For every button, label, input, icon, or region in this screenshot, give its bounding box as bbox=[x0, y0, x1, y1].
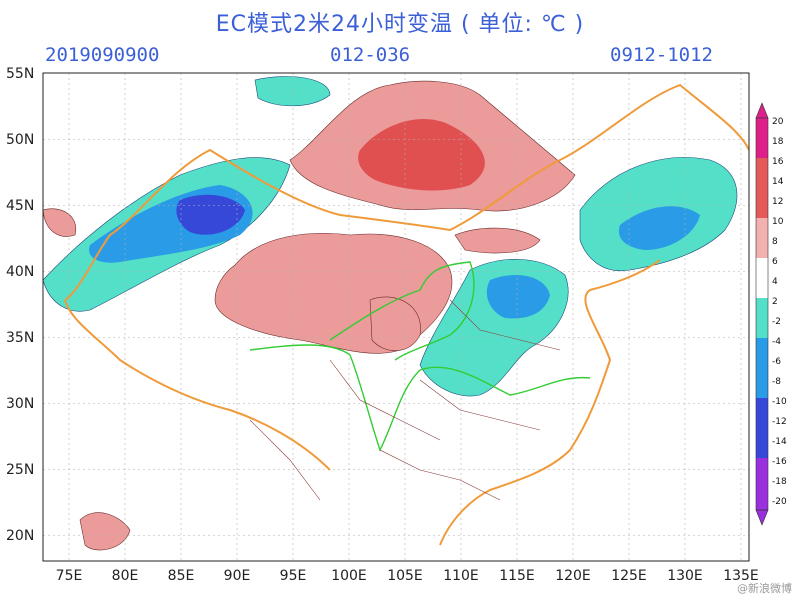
colorbar: 20 18 16 14 12 10 8 6 4 2 -2 -4 -6 -8 -1… bbox=[755, 102, 787, 526]
warm-area-south bbox=[79, 512, 131, 551]
lat-label: 45N bbox=[6, 198, 34, 214]
forecast-lead: 012-036 bbox=[330, 44, 411, 66]
lon-label: 95E bbox=[280, 568, 307, 584]
colorbar-label: 8 bbox=[772, 237, 778, 247]
cool-area-north-strip bbox=[254, 76, 331, 107]
colorbar-cool-low bbox=[756, 298, 768, 338]
init-time: 2019090900 bbox=[45, 44, 160, 66]
colorbar-label: -16 bbox=[772, 457, 787, 467]
colorbar-label: 16 bbox=[772, 157, 784, 167]
warming-areas bbox=[43, 80, 576, 551]
province-borders bbox=[249, 299, 561, 501]
warm-core-mongolia bbox=[358, 119, 485, 191]
lon-label: 85E bbox=[168, 568, 195, 584]
colorbar-label: -2 bbox=[772, 317, 781, 327]
colorbar-label: -12 bbox=[772, 417, 787, 427]
colorbar-label: 4 bbox=[772, 277, 778, 287]
cooling-areas bbox=[43, 76, 738, 397]
colorbar-warm-top bbox=[756, 118, 768, 158]
lat-label: 35N bbox=[6, 330, 34, 346]
lon-label: 110E bbox=[443, 568, 479, 584]
colorbar-top-arrow bbox=[755, 102, 769, 119]
colorbar-label: -4 bbox=[772, 337, 781, 347]
cool-max-xinjiang bbox=[176, 194, 245, 235]
map-title: EC模式2米24小时变温 ( 单位: ℃ ) bbox=[215, 12, 585, 37]
colorbar-label: 12 bbox=[772, 197, 783, 207]
lat-label: 20N bbox=[6, 528, 34, 544]
colorbar-labels: 20 18 16 14 12 10 8 6 4 2 -2 -4 -6 -8 -1… bbox=[772, 117, 787, 507]
lon-label: 90E bbox=[224, 568, 251, 584]
colorbar-label: 10 bbox=[772, 217, 784, 227]
colorbar-label: -10 bbox=[772, 397, 787, 407]
valid-period: 0912-1012 bbox=[610, 44, 713, 66]
colorbar-neutral bbox=[756, 258, 768, 298]
lon-label: 75E bbox=[56, 568, 83, 584]
colorbar-label: 2 bbox=[772, 297, 778, 307]
lat-label: 25N bbox=[6, 462, 34, 478]
lat-label: 30N bbox=[6, 396, 34, 412]
colorbar-label: -18 bbox=[772, 477, 787, 487]
lon-label: 105E bbox=[387, 568, 423, 584]
colorbar-label: 20 bbox=[772, 117, 784, 127]
watermark: @新浪微博 bbox=[737, 582, 792, 595]
lon-label: 120E bbox=[555, 568, 591, 584]
colorbar-bottom-arrow bbox=[755, 509, 769, 526]
lon-label: 125E bbox=[611, 568, 647, 584]
lon-label: 80E bbox=[112, 568, 139, 584]
longitude-labels: 75E 80E 85E 90E 95E 100E 105E 110E 115E … bbox=[56, 568, 759, 584]
colorbar-label: -6 bbox=[772, 357, 781, 367]
lon-label: 135E bbox=[723, 568, 759, 584]
lat-label: 55N bbox=[6, 66, 34, 82]
colorbar-label: -8 bbox=[772, 377, 781, 387]
cool-core-north-plain bbox=[486, 275, 550, 319]
lon-label: 100E bbox=[331, 568, 367, 584]
national-border bbox=[64, 83, 749, 546]
cool-core-northeast bbox=[618, 206, 700, 250]
lon-label: 115E bbox=[499, 568, 535, 584]
colorbar-cool-top bbox=[756, 458, 768, 510]
colorbar-label: 18 bbox=[772, 137, 784, 147]
colorbar-label: -20 bbox=[772, 497, 787, 507]
latitude-labels: 55N 50N 45N 40N 35N 30N 25N 20N bbox=[6, 66, 34, 544]
lat-lon-grid bbox=[43, 73, 749, 561]
map-frame bbox=[42, 72, 750, 562]
colorbar-warm-low bbox=[756, 218, 768, 258]
warm-area-northeast bbox=[454, 227, 541, 254]
lat-label: 40N bbox=[6, 264, 34, 280]
warm-area-sichuan bbox=[369, 296, 421, 351]
colorbar-label: -14 bbox=[772, 437, 787, 447]
warm-area-west bbox=[43, 208, 77, 237]
river-lines bbox=[249, 261, 591, 452]
colorbar-warm-mid bbox=[756, 158, 768, 218]
colorbar-cool-high bbox=[756, 398, 768, 458]
lon-label: 130E bbox=[667, 568, 703, 584]
lat-label: 50N bbox=[6, 132, 34, 148]
colorbar-label: 14 bbox=[772, 177, 784, 187]
colorbar-cool-mid bbox=[756, 338, 768, 398]
colorbar-label: 6 bbox=[772, 257, 778, 267]
colorbar-frame bbox=[755, 117, 769, 511]
